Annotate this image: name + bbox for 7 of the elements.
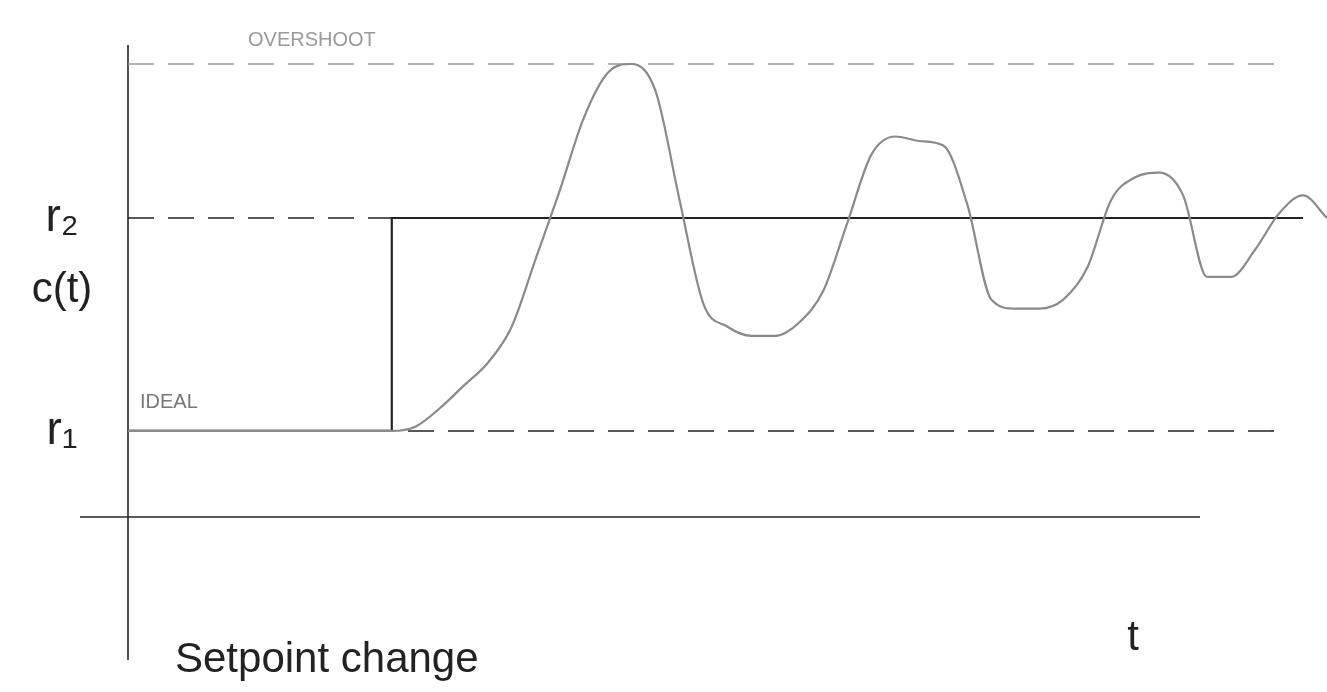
- annotation: IDEAL: [140, 390, 198, 413]
- ref-line-label: OVERSHOOT: [248, 27, 376, 50]
- y-axis-title: c(t): [31, 263, 93, 311]
- text: Setpoint change: [175, 633, 479, 681]
- x-axis-title: t: [1127, 611, 1140, 659]
- ref-line-label: r₁: [46, 401, 78, 454]
- ref-line-label: r₂: [45, 188, 79, 241]
